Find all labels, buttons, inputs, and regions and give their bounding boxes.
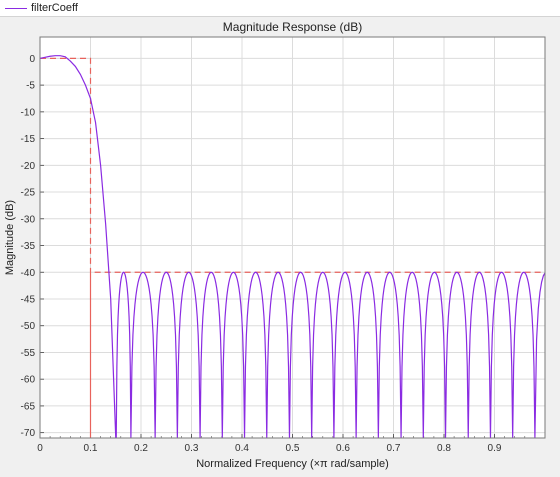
x-tick-label: 0.1: [84, 443, 98, 454]
y-tick-label: -70: [21, 428, 36, 439]
legend-label[interactable]: filterCoeff: [31, 2, 78, 14]
y-tick-label: -25: [21, 188, 36, 199]
y-tick-label: -30: [21, 214, 36, 225]
chart-title: Magnitude Response (dB): [223, 20, 362, 34]
grid-lines: [39, 37, 545, 438]
x-tick-label: 0.4: [235, 443, 249, 454]
x-tick-label: 0.9: [488, 443, 502, 454]
plot-area[interactable]: 0 0.1 0.2 0.3 0.4 0.5 0.6 0.7 0.8 0.9 0 -5 -10 -15 -20…: [21, 36, 546, 454]
legend-line-swatch: [5, 8, 27, 9]
y-tick-label: -35: [21, 241, 36, 252]
x-tick-label: 0.8: [437, 443, 451, 454]
legend-bar: filterCoeff: [0, 0, 560, 17]
y-tick-label: -60: [21, 375, 36, 386]
x-tick-label: 0.5: [286, 443, 300, 454]
y-tick-label: -55: [21, 348, 36, 359]
x-tick-label: 0.7: [387, 443, 401, 454]
y-tick-label: 0: [29, 54, 35, 65]
x-tick-label: 0.6: [336, 443, 350, 454]
mask-line: [40, 57, 545, 438]
x-tick-label: 0: [37, 443, 43, 454]
y-tick-label: -65: [21, 401, 36, 412]
y-tick-label: -50: [21, 321, 36, 332]
y-tick-label: -15: [21, 134, 36, 145]
y-axis-label: Magnitude (dB): [4, 200, 16, 275]
y-tick-label: -20: [21, 161, 36, 172]
plot-border: [39, 36, 546, 439]
y-tick-label: -45: [21, 294, 36, 305]
y-tick-label: -5: [26, 81, 35, 92]
response-curve: [40, 55, 545, 438]
magnitude-response-chart: 0 0.1 0.2 0.3 0.4 0.5 0.6 0.7 0.8 0.9 0 -5 -10 -15 -20…: [4, 20, 546, 470]
x-tick-label: 0.3: [185, 443, 199, 454]
y-tick-label: -40: [21, 268, 36, 279]
y-tick-label: -10: [21, 107, 36, 118]
x-axis-label: Normalized Frequency (×π rad/sample): [196, 458, 389, 470]
x-tick-label: 0.2: [134, 443, 148, 454]
